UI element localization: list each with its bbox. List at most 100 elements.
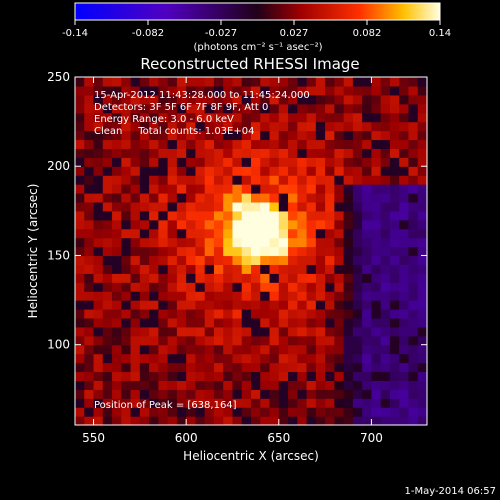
heatmap-cell [334, 335, 345, 346]
heatmap-cell [112, 210, 122, 221]
heatmap-cell [343, 416, 354, 425]
heatmap-cell [288, 148, 298, 158]
heatmap-cell [343, 291, 354, 301]
heatmap-cell [112, 148, 122, 158]
heatmap-cell [315, 112, 326, 123]
heatmap-cell [417, 416, 427, 425]
heatmap-cell [176, 353, 187, 364]
heatmap-cell [343, 237, 354, 248]
heatmap-cell [306, 344, 317, 355]
heatmap-cell [232, 398, 243, 408]
heatmap-cell [260, 148, 271, 158]
heatmap-cell [260, 112, 271, 123]
heatmap-cell [399, 77, 410, 87]
heatmap-cell [130, 210, 141, 221]
heatmap-cell [352, 300, 363, 310]
heatmap-cell [306, 94, 317, 105]
heatmap-cell [389, 139, 400, 149]
heatmap-cell [149, 157, 159, 167]
heatmap-cell [241, 398, 252, 408]
heatmap-cell [149, 210, 159, 221]
heatmap-cell [158, 201, 169, 212]
heatmap-cell [362, 398, 373, 408]
heatmap-cell [176, 193, 187, 203]
heatmap-cell [380, 300, 391, 310]
heatmap-cell [84, 371, 95, 381]
heatmap-cell [371, 255, 382, 265]
heatmap-cell [84, 112, 95, 123]
heatmap-cell [315, 291, 326, 301]
heatmap-cell [93, 416, 104, 425]
heatmap-cell [121, 255, 132, 265]
heatmap-cell [306, 112, 317, 123]
heatmap-cell [232, 237, 243, 248]
heatmap-cell [251, 130, 261, 141]
heatmap-cell [241, 184, 252, 194]
heatmap-cell [417, 85, 427, 96]
heatmap-cell [352, 326, 363, 337]
heatmap-cell [417, 353, 427, 364]
heatmap-cell [176, 291, 187, 301]
heatmap-cell [149, 121, 159, 132]
heatmap-cell [288, 139, 298, 149]
heatmap-cell [176, 175, 187, 185]
heatmap-cell [278, 103, 289, 114]
heatmap-cell [325, 193, 335, 203]
heatmap-cell [306, 85, 317, 96]
heatmap-cell [121, 166, 132, 176]
heatmap-cell [158, 264, 169, 274]
heatmap-cell [371, 237, 382, 248]
heatmap-cell [399, 112, 410, 123]
heatmap-cell [389, 371, 400, 381]
heatmap-cell [352, 309, 363, 319]
heatmap-cell [176, 380, 187, 390]
heatmap-cell [408, 300, 419, 310]
heatmap-cell [399, 398, 410, 408]
heatmap-cell [288, 175, 298, 185]
heatmap-cell [288, 398, 298, 408]
heatmap-cell [75, 219, 85, 230]
heatmap-cell [343, 77, 354, 87]
heatmap-cell [112, 255, 122, 265]
heatmap-cell [158, 344, 169, 355]
heatmap-cell [260, 201, 271, 212]
heatmap-cell [389, 362, 400, 373]
heatmap-cell [158, 237, 169, 248]
heatmap-cell [186, 273, 197, 283]
heatmap-cell [149, 407, 159, 417]
heatmap-cell [269, 130, 280, 141]
heatmap-cell [380, 317, 391, 328]
heatmap-cell [251, 335, 261, 346]
heatmap-cell [195, 273, 206, 283]
heatmap-cell [306, 362, 317, 373]
heatmap-cell [204, 246, 215, 257]
heatmap-cell [149, 291, 159, 301]
heatmap-cell [232, 201, 243, 212]
heatmap-cell [269, 282, 280, 292]
heatmap-cell [176, 326, 187, 337]
heatmap-cell [325, 335, 335, 346]
heatmap-cell [121, 94, 132, 105]
heatmap-cell [399, 317, 410, 328]
heatmap-cell [186, 309, 197, 319]
heatmap-cell [306, 300, 317, 310]
heatmap-cell [408, 335, 419, 346]
heatmap-cell [139, 130, 150, 141]
heatmap-cell [352, 85, 363, 96]
heatmap-cell [195, 201, 206, 212]
heatmap-cell [343, 389, 354, 399]
heatmap-cell [380, 237, 391, 248]
heatmap-cell [112, 219, 122, 230]
heatmap-cell [408, 353, 419, 364]
heatmap-cell [241, 273, 252, 283]
heatmap-cell [251, 344, 261, 355]
heatmap-cell [102, 201, 113, 212]
heatmap-cell [251, 157, 261, 167]
heatmap-cell [343, 103, 354, 114]
heatmap-cell [130, 317, 141, 328]
heatmap-cell [399, 407, 410, 417]
heatmap-cell [112, 273, 122, 283]
heatmap-cell [139, 273, 150, 283]
heatmap-cell [195, 282, 206, 292]
heatmap-cell [112, 291, 122, 301]
